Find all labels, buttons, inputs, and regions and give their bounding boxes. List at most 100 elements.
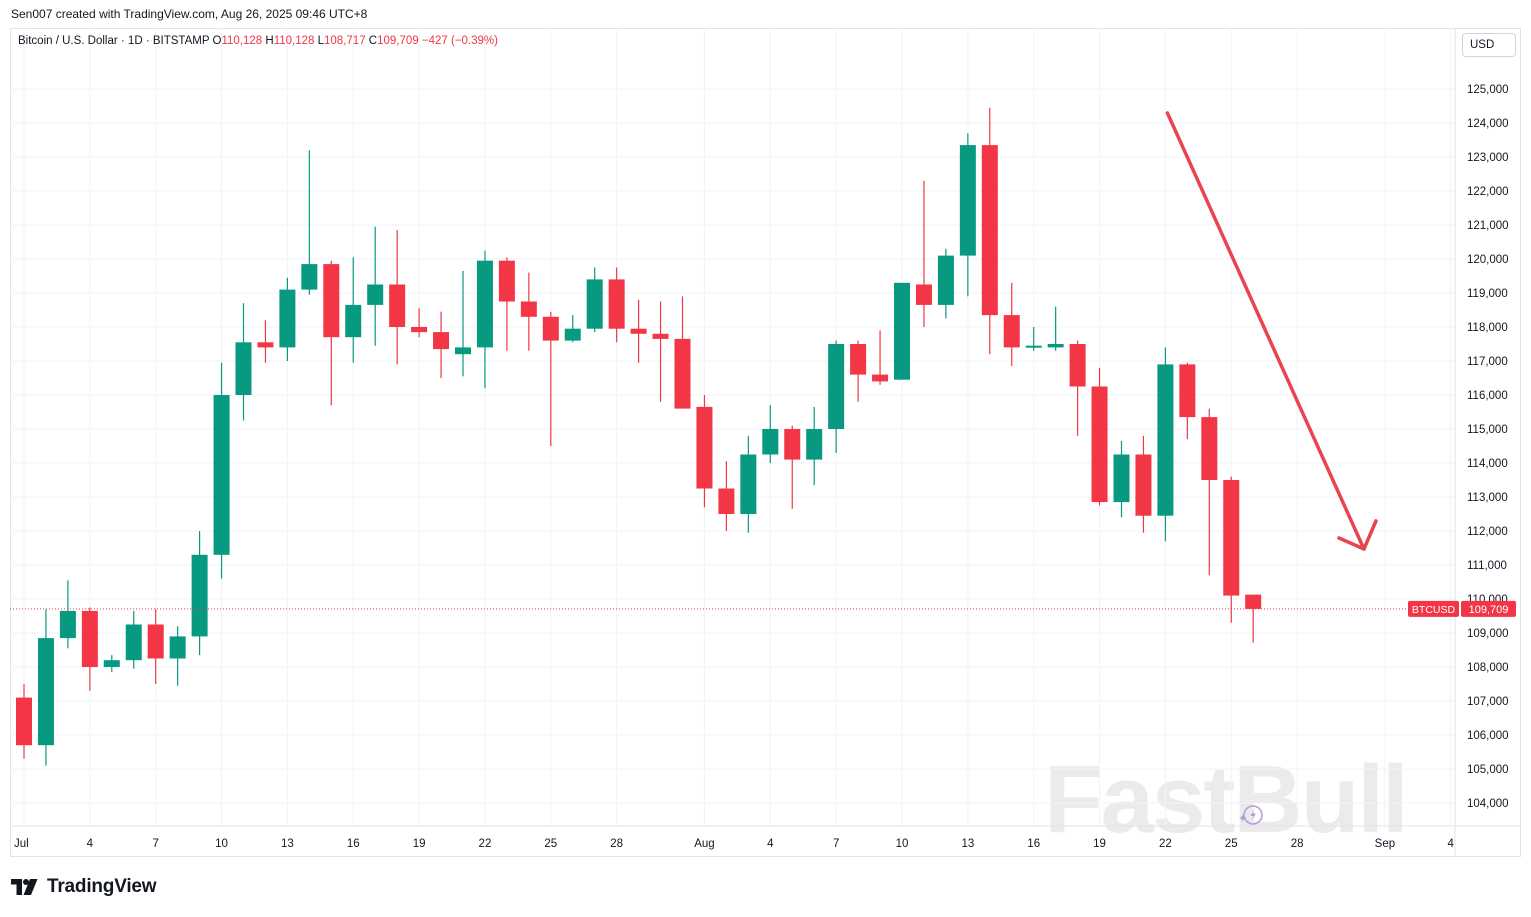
candle (1113, 440, 1130, 518)
candle-body (257, 342, 274, 348)
time-tick-label: 25 (544, 838, 557, 850)
candle-body (828, 344, 845, 429)
candle (806, 406, 823, 486)
time-tick-label: 4 (87, 838, 94, 850)
time-tick-label: Sep (1375, 838, 1395, 850)
candle-body (608, 279, 625, 329)
tradingview-logo[interactable]: TradingView (11, 874, 157, 900)
candle-body (1223, 480, 1240, 596)
tradingview-logo-icon (11, 879, 38, 895)
price-tick-label: 112,000 (1467, 526, 1508, 538)
candle (696, 395, 713, 508)
candles (16, 107, 1262, 766)
time-tick-label: 28 (1291, 838, 1304, 850)
price-tick-label: 121,000 (1467, 220, 1509, 232)
trend-arrow-shaft (1165, 111, 1366, 551)
price-tick-label: 123,000 (1467, 152, 1509, 164)
candle-body (806, 429, 823, 460)
price-tick-label: 108,000 (1467, 662, 1509, 674)
candle-body (981, 145, 998, 316)
candle-body (455, 347, 471, 355)
candle-body (498, 260, 515, 302)
price-tick-label: 124,000 (1467, 118, 1509, 130)
candle (213, 362, 230, 579)
candle (257, 320, 274, 363)
time-tick-label: Jul (14, 838, 29, 850)
time-axis[interactable]: Jul 4 7 10 13 16 19 22 25 28 Aug 4 7 10 13 16 19 22 25 28 Se… (14, 838, 1455, 850)
candle-body (147, 624, 164, 659)
price-tick-label: 109,000 (1467, 628, 1509, 640)
candle-body (894, 282, 910, 380)
candle-body (696, 406, 713, 489)
candle (235, 303, 252, 421)
candle-body (652, 333, 669, 339)
time-tick-label: 16 (1027, 838, 1040, 850)
candle (1135, 435, 1152, 533)
symbol-tag-box (1408, 600, 1459, 617)
candle (674, 296, 691, 409)
candle (828, 340, 845, 453)
candle-body (59, 610, 76, 639)
candle-body (367, 284, 384, 305)
chart-legend: Bitcoin / U.S. Dollar · 1D · BITSTAMP O 1… (18, 35, 498, 47)
price-tick-label: 122,000 (1467, 186, 1509, 198)
price-tick-label: 104,000 (1467, 798, 1509, 810)
price-axis[interactable]: 104,000 105,000 106,000 107,000 108,000 109,0… (1467, 84, 1509, 810)
candle (1091, 367, 1108, 506)
candle-body (323, 264, 340, 338)
candle-body (564, 328, 581, 341)
candle-body (937, 255, 954, 305)
candle (1179, 362, 1196, 440)
candle (1223, 476, 1240, 623)
trend-arrow[interactable] (1165, 111, 1378, 551)
candle-body (674, 338, 691, 409)
candle-body (959, 145, 976, 256)
candle (498, 257, 515, 351)
tradingview-logo-text: TradingView (47, 876, 157, 897)
candle (301, 150, 318, 295)
candle (520, 272, 537, 351)
chart-frame (10, 28, 1521, 857)
candle-body (1003, 315, 1020, 348)
svg-text:✦: ✦ (1238, 812, 1247, 825)
candle (542, 311, 559, 446)
candle-body (630, 328, 647, 334)
price-tick-label: 116,000 (1467, 390, 1508, 402)
candle (389, 230, 406, 365)
candle (37, 609, 54, 766)
time-tick-label: 10 (896, 838, 909, 850)
candle-body (125, 624, 142, 661)
candle (630, 299, 647, 363)
candle-body (1069, 344, 1086, 387)
candle-body (1201, 417, 1218, 480)
price-tick-label: 114,000 (1467, 458, 1508, 470)
candle (937, 248, 954, 319)
close-label: C (368, 35, 378, 47)
currency-selector[interactable]: USD (1462, 33, 1516, 57)
candle-body (301, 264, 318, 290)
candle (959, 133, 976, 297)
price-tag: BTCUSD 109,709 (1408, 600, 1516, 617)
candle (718, 461, 735, 531)
candle-body (1157, 364, 1174, 516)
price-tick-label: 120,000 (1467, 254, 1509, 266)
candle-body (1245, 594, 1262, 609)
candle (323, 260, 340, 406)
time-tick-label: 19 (1093, 838, 1106, 850)
candle-body (213, 395, 230, 555)
candle-body (37, 638, 54, 746)
candle (894, 282, 910, 380)
candle-body (1025, 345, 1042, 348)
candle (915, 180, 932, 327)
open-label: O (212, 35, 222, 47)
candle-body (1047, 344, 1064, 348)
trend-arrow-head (1337, 519, 1378, 551)
candle (455, 270, 471, 377)
candle-body (586, 279, 603, 329)
symbol-description[interactable]: Bitcoin / U.S. Dollar · 1D · BITSTAMP (18, 35, 210, 47)
high-value: 110,128 (273, 35, 315, 47)
candle-body (520, 301, 537, 317)
price-tick-label: 119,000 (1467, 288, 1508, 300)
time-tick-label: 16 (347, 838, 360, 850)
